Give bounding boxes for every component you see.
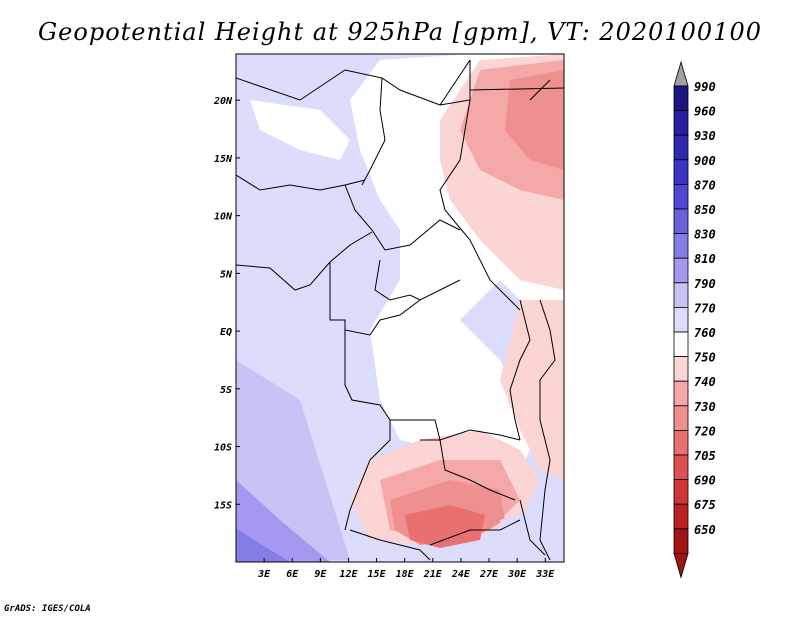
colorbar-segment bbox=[673, 479, 689, 505]
colorbar-segment bbox=[673, 159, 689, 185]
colorbar-segment bbox=[673, 85, 689, 112]
grads-credit: GrADS: IGES/COLA bbox=[4, 604, 91, 614]
x-axis: 3E 6E 9E 12E 15E 18E 21E 24E 27E 30E 33E bbox=[257, 558, 555, 580]
x-tick-label: 30E bbox=[507, 569, 527, 580]
country-borders bbox=[236, 59, 564, 561]
colorbar-segment bbox=[673, 233, 689, 259]
field-southeast-blue bbox=[500, 500, 564, 562]
y-tick-label: EQ bbox=[220, 327, 232, 338]
chart-title: Geopotential Height at 925hPa [gpm], VT:… bbox=[38, 18, 762, 46]
colorbar-segment bbox=[673, 110, 689, 136]
y-tick-label: 10N bbox=[214, 212, 233, 223]
x-tick-label: 33E bbox=[535, 569, 555, 580]
colorbar-segment bbox=[673, 503, 689, 530]
y-tick-label: 15N bbox=[214, 154, 233, 165]
field-760-central bbox=[370, 280, 540, 470]
colorbar-extend-top bbox=[673, 60, 689, 87]
colorbar-label: 650 bbox=[694, 523, 716, 537]
y-tick-label: 5N bbox=[220, 269, 233, 280]
field-750-east bbox=[500, 300, 564, 480]
colorbar-label: 810 bbox=[694, 252, 716, 266]
colorbar-segment bbox=[673, 454, 689, 481]
colorbar-segment bbox=[673, 208, 689, 235]
x-tick-label: 21E bbox=[423, 569, 443, 580]
colorbar-label: 730 bbox=[694, 400, 716, 414]
colorbar-label: 790 bbox=[694, 277, 716, 291]
y-tick-label: 20N bbox=[213, 96, 233, 107]
colorbar-label: 690 bbox=[694, 474, 716, 488]
colorbar-segment bbox=[673, 528, 689, 554]
colorbar-label: 705 bbox=[694, 449, 716, 463]
colorbar-label: 760 bbox=[694, 326, 716, 340]
field-730-ethiopia bbox=[505, 70, 564, 170]
y-tick-label: 5S bbox=[220, 385, 232, 396]
y-axis: 20N 15N 10N 5N EQ 5S 10S 15S bbox=[213, 96, 240, 511]
y-tick-label: 15S bbox=[214, 500, 232, 511]
colorbar-label: 930 bbox=[694, 129, 716, 143]
colorbar-segment bbox=[673, 183, 689, 210]
colorbar-segment bbox=[673, 356, 689, 382]
field-760-sahel bbox=[250, 100, 350, 160]
x-tick-label: 3E bbox=[257, 569, 271, 580]
colorbar-segment bbox=[673, 134, 689, 161]
colorbar-segment bbox=[673, 380, 689, 407]
x-tick-label: 15E bbox=[368, 569, 387, 580]
colorbar-segment bbox=[673, 282, 689, 308]
colorbar-label: 960 bbox=[694, 105, 716, 119]
colorbar-label: 675 bbox=[694, 498, 716, 512]
colorbar-extend-bottom bbox=[673, 553, 689, 579]
x-tick-label: 27E bbox=[479, 569, 499, 580]
colorbar-label: 750 bbox=[694, 351, 716, 365]
x-tick-label: 9E bbox=[314, 569, 327, 580]
colorbar-segment bbox=[673, 306, 689, 333]
colorbar-label: 720 bbox=[694, 424, 716, 438]
colorbar-label: 770 bbox=[694, 301, 716, 315]
colorbar-segment bbox=[673, 257, 689, 284]
field-corner-low bbox=[236, 528, 290, 562]
field-720-south bbox=[405, 505, 485, 548]
y-tick-label: 10S bbox=[214, 443, 232, 454]
x-tick-label: 18E bbox=[396, 569, 415, 580]
colorbar-label: 830 bbox=[694, 228, 716, 242]
map-frame bbox=[235, 53, 565, 563]
x-tick-label: 12E bbox=[339, 569, 358, 580]
field-southwest-low bbox=[236, 480, 330, 562]
colorbar-label: 870 bbox=[694, 178, 716, 192]
colorbar-label: 900 bbox=[694, 154, 716, 168]
x-tick-label: 6E bbox=[286, 569, 299, 580]
colorbar-label: 990 bbox=[694, 80, 716, 94]
colorbar-segment bbox=[673, 405, 689, 431]
colorbar-segment bbox=[673, 429, 689, 456]
colorbar-label: 740 bbox=[694, 375, 716, 389]
x-tick-label: 24E bbox=[451, 569, 471, 580]
colorbar-segment bbox=[673, 331, 689, 358]
colorbar-label: 850 bbox=[694, 203, 716, 217]
